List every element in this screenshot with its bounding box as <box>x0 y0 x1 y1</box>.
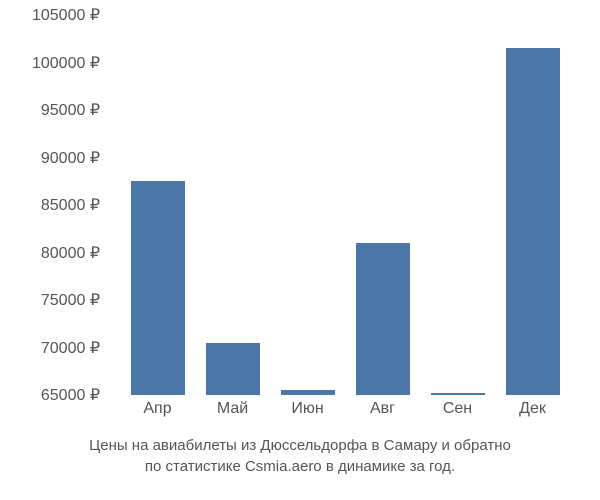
chart-caption: Цены на авиабилеты из Дюссельдорфа в Сам… <box>0 435 600 477</box>
x-tick-label: Июн <box>270 400 345 418</box>
y-tick-label: 90000 ₽ <box>0 148 100 168</box>
price-chart: 65000 ₽ 70000 ₽ 75000 ₽ 80000 ₽ 85000 ₽ 90000… <box>0 0 600 500</box>
y-tick-label: 85000 ₽ <box>0 195 100 215</box>
y-tick-label: 65000 ₽ <box>0 385 100 405</box>
bar-slot <box>345 15 420 395</box>
bar <box>506 48 560 395</box>
caption-line-1: Цены на авиабилеты из Дюссельдорфа в Сам… <box>89 437 511 454</box>
bar <box>206 343 260 395</box>
y-tick-label: 95000 ₽ <box>0 100 100 120</box>
bar-slot <box>195 15 270 395</box>
x-tick-label: Апр <box>120 400 195 418</box>
y-tick-label: 100000 ₽ <box>0 53 100 73</box>
x-tick-label: Авг <box>345 400 420 418</box>
bar <box>131 181 185 395</box>
x-tick-label: Сен <box>420 400 495 418</box>
bar-slot <box>495 15 570 395</box>
y-tick-label: 70000 ₽ <box>0 338 100 358</box>
caption-line-2: по статистике Csmia.aero в динамике за г… <box>145 458 455 475</box>
bar-slot <box>120 15 195 395</box>
y-tick-label: 75000 ₽ <box>0 290 100 310</box>
x-axis-labels: АпрМайИюнАвгСенДек <box>110 400 580 418</box>
bar <box>281 390 335 395</box>
x-tick-label: Дек <box>495 400 570 418</box>
x-tick-label: Май <box>195 400 270 418</box>
y-tick-label: 80000 ₽ <box>0 243 100 263</box>
bar <box>356 243 410 395</box>
bar-slot <box>270 15 345 395</box>
bar-slot <box>420 15 495 395</box>
bar <box>431 393 485 395</box>
y-tick-label: 105000 ₽ <box>0 5 100 25</box>
plot-area <box>110 15 580 395</box>
bars-group <box>110 15 580 395</box>
